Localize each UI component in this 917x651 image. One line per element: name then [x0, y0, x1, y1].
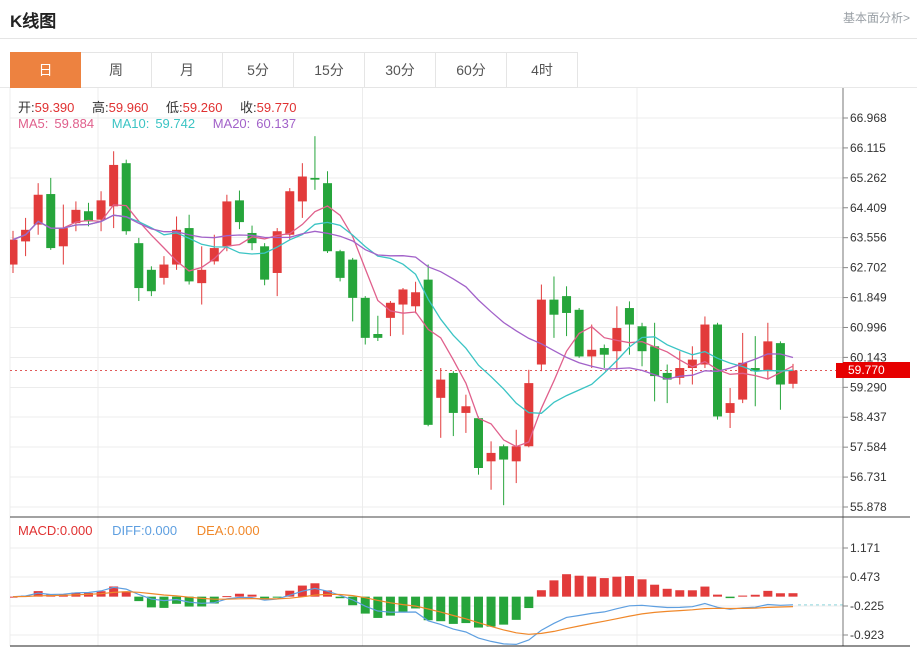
svg-text:60.996: 60.996: [850, 320, 887, 334]
svg-text:60.143: 60.143: [850, 350, 887, 364]
last-price-badge: 59.770: [843, 362, 910, 378]
svg-text:61.849: 61.849: [850, 291, 887, 305]
ma5-label: MA5:: [18, 116, 49, 131]
fundamental-analysis-link[interactable]: 基本面分析>: [842, 11, 910, 25]
low-label: 低:: [166, 100, 183, 115]
macd-bars: [10, 574, 798, 628]
svg-text:-0.225: -0.225: [850, 599, 884, 613]
header-divider: [0, 38, 917, 39]
svg-text:65.262: 65.262: [850, 171, 887, 185]
last-price-pointer: [836, 362, 843, 378]
y-axis-labels: 66.968 66.115 65.262 64.409 63.556 62.702 61.8…: [843, 111, 887, 642]
ma20-value: 60.137: [256, 116, 297, 131]
svg-text:55.878: 55.878: [850, 500, 887, 514]
svg-text:63.556: 63.556: [850, 231, 887, 245]
svg-text:62.702: 62.702: [850, 261, 887, 275]
svg-text:59.290: 59.290: [850, 380, 887, 394]
tab-15min[interactable]: 15分: [294, 52, 365, 88]
tab-60min[interactable]: 60分: [436, 52, 507, 88]
ma10-line: [12, 214, 794, 414]
svg-text:58.437: 58.437: [850, 410, 887, 424]
tab-week[interactable]: 周: [81, 52, 152, 88]
dea-label: DEA:: [196, 523, 228, 538]
ma5-value: 59.884: [54, 116, 95, 131]
candles: [10, 136, 798, 506]
svg-text:66.115: 66.115: [850, 141, 886, 155]
tab-day[interactable]: 日: [10, 52, 81, 88]
low-value: 59.260: [182, 100, 223, 115]
svg-text:56.731: 56.731: [850, 470, 887, 484]
open-label: 开:: [18, 100, 35, 115]
diff-label: DIFF:: [112, 523, 145, 538]
dea-line: [12, 591, 794, 635]
ohlc-readout: 开:59.390 高:59.960 低:59.260 收:59.770: [18, 97, 310, 116]
ma-readout: MA5: 59.884 MA10: 59.742 MA20: 60.137: [18, 116, 296, 131]
ma10-label: MA10:: [111, 116, 150, 131]
close-value: 59.770: [256, 100, 297, 115]
macd-readout: MACD:0.000 DIFF:0.000 DEA:0.000: [18, 523, 260, 538]
svg-text:-0.923: -0.923: [850, 628, 884, 642]
tab-30min[interactable]: 30分: [365, 52, 436, 88]
axes: [10, 88, 910, 647]
ma20-line: [12, 214, 794, 380]
tab-month[interactable]: 月: [152, 52, 223, 88]
svg-text:66.968: 66.968: [850, 111, 887, 125]
svg-text:64.409: 64.409: [850, 201, 887, 215]
interval-tabs: 日 周 月 5分 15分 30分 60分 4时: [10, 52, 578, 88]
ma20-label: MA20:: [212, 116, 251, 131]
svg-text:57.584: 57.584: [850, 440, 887, 454]
page-title: K线图: [10, 12, 57, 31]
diff-value: 0.000: [144, 523, 178, 538]
tab-4hour[interactable]: 4时: [507, 52, 578, 88]
open-value: 59.390: [34, 100, 75, 115]
svg-text:0.473: 0.473: [850, 570, 880, 584]
diff-line: [12, 586, 794, 646]
dea-value: 0.000: [227, 523, 260, 538]
macd-label: MACD:: [18, 523, 60, 538]
high-value: 59.960: [108, 100, 149, 115]
ma10-value: 59.742: [155, 116, 196, 131]
macd-value: 0.000: [59, 523, 93, 538]
tab-5min[interactable]: 5分: [223, 52, 294, 88]
close-label: 收:: [240, 100, 257, 115]
svg-text:1.171: 1.171: [850, 541, 880, 555]
high-label: 高:: [92, 100, 109, 115]
